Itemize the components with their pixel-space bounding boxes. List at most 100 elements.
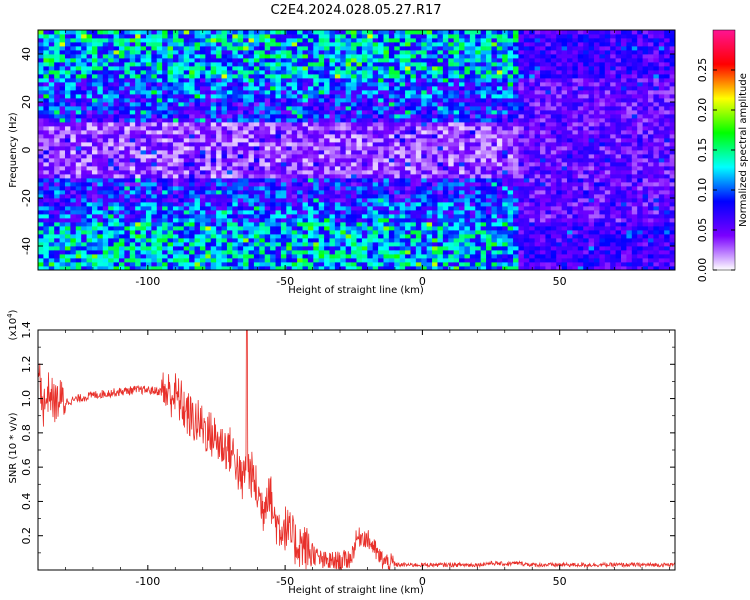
- spectrogram-cell: [118, 202, 125, 207]
- spectrogram-cell: [48, 74, 55, 79]
- spectrogram-cell: [270, 178, 276, 183]
- spectrogram-cell: [237, 50, 244, 55]
- spectrogram-cell: [86, 174, 93, 179]
- spectrogram-cell: [399, 98, 406, 103]
- spectrogram-cell: [291, 226, 298, 231]
- spectrogram-cell: [178, 38, 185, 43]
- spectrogram-cell: [162, 166, 168, 171]
- spectrogram-cell: [108, 46, 114, 51]
- spectrogram-cell: [421, 46, 428, 51]
- spectrogram-cell: [135, 146, 141, 151]
- spectrogram-cell: [210, 54, 217, 59]
- spectrogram-cell: [329, 142, 336, 147]
- spectrogram-cell: [75, 126, 82, 131]
- spectrogram-cell: [232, 206, 239, 211]
- spectrogram-cell: [280, 38, 287, 43]
- spectrogram-cell: [307, 262, 314, 267]
- spectrogram-cell: [183, 122, 190, 127]
- spectrogram-cell: [383, 198, 390, 203]
- spectrogram-cell: [340, 174, 347, 179]
- spectrogram-cell: [237, 34, 244, 39]
- spectrogram-cell: [334, 38, 341, 43]
- spectrogram-cell: [129, 210, 136, 215]
- spectrogram-cell: [334, 102, 341, 107]
- spectrogram-cell: [432, 110, 438, 115]
- spectrogram-cell: [129, 202, 136, 207]
- spectrogram-cell: [421, 38, 428, 43]
- spectrogram-cell: [297, 250, 303, 255]
- spectrogram-cell: [480, 170, 487, 175]
- spectrogram-cell: [151, 134, 158, 139]
- spectrogram-cell: [475, 74, 482, 79]
- spectrogram-cell: [59, 38, 66, 43]
- spectrogram-cell: [280, 90, 287, 95]
- spectrogram-cell: [383, 62, 390, 67]
- spectrogram-cell: [124, 150, 131, 155]
- spectrogram-cell: [318, 174, 325, 179]
- spectrogram-cell: [361, 78, 368, 83]
- spectrogram-cell: [297, 186, 303, 191]
- spectrogram-cell: [453, 122, 460, 127]
- spectrogram-cell: [102, 114, 109, 119]
- spectrogram-cell: [394, 38, 401, 43]
- spectrogram-cell: [415, 34, 422, 39]
- spectrogram-cell: [86, 30, 93, 35]
- spectrogram-cell: [421, 242, 428, 247]
- spectrogram-cell: [189, 66, 195, 71]
- spectrogram-cell: [253, 54, 260, 59]
- spectrogram-cell: [475, 186, 482, 191]
- spectrogram-cell: [199, 134, 206, 139]
- spectrogram-cell: [280, 178, 287, 183]
- spectrogram-cell: [340, 102, 347, 107]
- spectrogram-cell: [275, 198, 282, 203]
- spectrogram-cell: [91, 122, 98, 127]
- spectrogram-cell: [340, 170, 347, 175]
- spectrogram-cell: [372, 106, 379, 111]
- spectrogram-cell: [221, 186, 228, 191]
- spectrogram-cell: [75, 134, 82, 139]
- spectrogram-cell: [75, 62, 82, 67]
- spectrogram-cell: [64, 34, 71, 39]
- spectrogram-cell: [59, 138, 66, 143]
- spectrogram-cell: [118, 110, 125, 115]
- spectrogram-cell: [475, 134, 482, 139]
- spectrogram-cell: [475, 130, 482, 135]
- spectrogram-cell: [432, 210, 438, 215]
- spectrogram-cell: [54, 182, 60, 187]
- spectrogram-cell: [340, 202, 347, 207]
- spectrogram-cell: [48, 170, 55, 175]
- spectrogram-cell: [307, 234, 314, 239]
- spectrogram-cell: [194, 114, 201, 119]
- spectrogram-cell: [97, 198, 104, 203]
- spectrogram-cell: [442, 118, 449, 123]
- spectrogram-cell: [405, 66, 411, 71]
- spectrogram-cell: [345, 110, 352, 115]
- spectrogram-cell: [421, 102, 428, 107]
- spectrogram-cell: [43, 106, 50, 111]
- spectrogram-cell: [199, 170, 206, 175]
- spectrogram-cell: [388, 50, 395, 55]
- spectrogram-cell: [108, 262, 114, 267]
- spectrogram-cell: [361, 82, 368, 87]
- spectrogram-cell: [64, 114, 71, 119]
- spectrogram-cell: [210, 150, 217, 155]
- spectrogram-cell: [318, 166, 325, 171]
- spectrogram-cell: [388, 74, 395, 79]
- spectrogram-cell: [313, 182, 320, 187]
- spectrogram-cell: [453, 74, 460, 79]
- spectrogram-cell: [210, 222, 217, 227]
- spectrogram-cell: [145, 178, 152, 183]
- spectrogram-cell: [232, 42, 239, 47]
- spectrogram-cell: [199, 130, 206, 135]
- spectrogram-cell: [118, 194, 125, 199]
- spectrogram-cell: [91, 190, 98, 195]
- spectrogram-cell: [48, 38, 55, 43]
- spectrogram-cell: [118, 246, 125, 251]
- spectrogram-cell: [48, 158, 55, 163]
- spectrogram-cell: [324, 138, 330, 143]
- spectrogram-cell: [297, 266, 303, 270]
- spectrogram-cell: [459, 194, 465, 199]
- spectrogram-cell: [162, 182, 168, 187]
- spectrogram-cell: [432, 218, 438, 223]
- spectrogram-cell: [221, 178, 228, 183]
